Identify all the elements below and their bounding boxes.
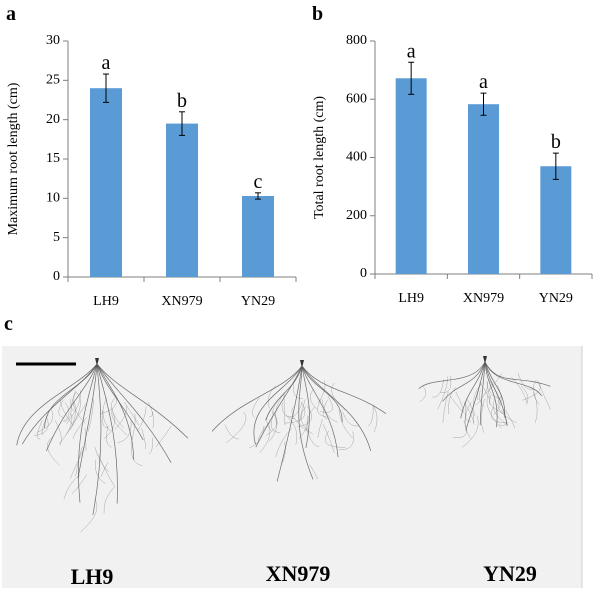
root-system-yn29 — [418, 356, 551, 448]
panel-letter-b: b — [312, 3, 323, 25]
panel-letter-c: c — [4, 313, 13, 335]
y-tick-label: 15 — [46, 151, 60, 166]
y-tick-label: 800 — [346, 33, 367, 48]
root-systems — [16, 356, 551, 533]
panel-letter-a: a — [6, 3, 16, 25]
root-system-xn979 — [211, 360, 387, 482]
y-tick-label: 400 — [346, 150, 367, 165]
y-tick-label: 25 — [46, 73, 60, 88]
bar-xn979 — [166, 123, 198, 277]
photo-label-yn29: YN29 — [483, 561, 537, 586]
y-tick-label: 200 — [346, 208, 367, 223]
root-system-lh9 — [16, 358, 189, 533]
y-tick-label: 20 — [46, 112, 60, 127]
x-tick-label-xn979: XN979 — [463, 291, 504, 306]
photo-label-lh9: LH9 — [71, 564, 114, 589]
y-tick-label: 600 — [346, 91, 367, 106]
photo-label-xn979: XN979 — [266, 561, 331, 586]
bar-lh9 — [90, 88, 122, 277]
bar-yn29 — [242, 195, 274, 277]
x-tick-label-lh9: LH9 — [93, 294, 119, 309]
significance-label-xn979: b — [177, 90, 187, 112]
y-axis-title: Maximum root length (cm) — [6, 82, 21, 235]
bar-yn29 — [540, 166, 572, 274]
significance-label-yn29: b — [551, 131, 561, 153]
y-axis-title: Total root length (cm) — [312, 96, 327, 219]
significance-label-yn29: c — [254, 171, 263, 193]
chart-b-total-root-length: Total root length (cm) 0 200 400 600 800 a LH9 a… — [312, 33, 593, 306]
y-tick-label: 30 — [46, 33, 60, 48]
y-tick-label: 5 — [53, 230, 60, 245]
x-tick-label-lh9: LH9 — [398, 291, 424, 306]
y-tick-label: 0 — [360, 266, 367, 281]
x-tick-label-yn29: YN29 — [539, 291, 573, 306]
significance-label-lh9: a — [407, 40, 416, 62]
x-tick-label-yn29: YN29 — [241, 294, 275, 309]
root-photograph: LH9 XN979 YN29 — [2, 346, 583, 589]
bar-lh9 — [395, 78, 427, 274]
significance-label-xn979: a — [479, 71, 488, 93]
significance-label-lh9: a — [102, 52, 111, 74]
photo-background — [2, 346, 582, 588]
y-tick-label: 0 — [53, 269, 60, 284]
bar-xn979 — [468, 104, 499, 274]
chart-a-maximum-root-length: Maximum root length (cm) 0 5 10 15 20 25 30 a LH9… — [6, 33, 297, 309]
x-tick-label-xn979: XN979 — [161, 294, 202, 309]
y-tick-label: 10 — [46, 191, 60, 206]
